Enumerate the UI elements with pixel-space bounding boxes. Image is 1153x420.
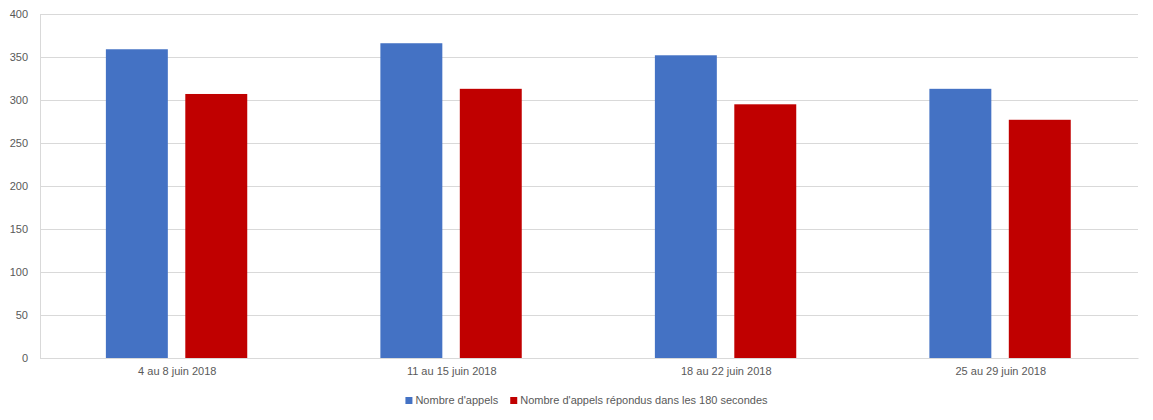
- y-tick: 100: [10, 266, 40, 278]
- bar: [734, 104, 796, 358]
- y-tick: 350: [10, 51, 40, 63]
- bar: [106, 49, 168, 358]
- chart: 0 50 100 150 200 250 300 350 400 4 au 8 juin 2018…: [0, 0, 1153, 420]
- x-tick: 18 au 22 juin 2018: [681, 358, 772, 377]
- y-tick-label: 350: [10, 51, 28, 63]
- grid-line: [40, 14, 1138, 15]
- x-axis-line: [41, 358, 1139, 359]
- y-tick-label: 400: [10, 8, 28, 20]
- series: [106, 43, 991, 358]
- bar: [655, 55, 717, 358]
- legend-item: Nombre d'appels: [405, 394, 498, 406]
- y-tick: 250: [10, 137, 40, 149]
- x-axis: 4 au 8 juin 2018 11 au 15 juin 2018 18 au …: [41, 358, 1139, 377]
- y-tick: 50: [16, 309, 40, 321]
- grid-line: [40, 57, 1138, 58]
- y-tick-label: 100: [10, 266, 28, 278]
- y-tick-label: 150: [10, 223, 28, 235]
- legend-swatch: [510, 397, 517, 404]
- y-tick-label: 300: [10, 94, 28, 106]
- legend: Nombre d'appels Nombre d'appels répondus …: [405, 394, 768, 406]
- x-tick: 11 au 15 juin 2018: [407, 358, 497, 377]
- y-tick-label: 0: [22, 352, 28, 364]
- legend-swatch: [405, 397, 412, 404]
- bar: [460, 89, 522, 358]
- y-tick-label: 250: [10, 137, 28, 149]
- x-tick-label: 18 au 22 juin 2018: [681, 365, 772, 377]
- bar: [185, 94, 247, 358]
- y-tick: 150: [10, 223, 40, 235]
- y-tick: 200: [10, 180, 40, 192]
- legend-label: Nombre d'appels répondus dans les 180 se…: [520, 394, 768, 406]
- plot-area: 0 50 100 150 200 250 300 350 400 4 au 8 juin 2018…: [10, 8, 1139, 377]
- bars: [106, 43, 1071, 358]
- bar: [380, 43, 442, 358]
- y-tick: 0: [22, 352, 40, 364]
- bar: [929, 89, 991, 358]
- y-tick-label: 200: [10, 180, 28, 192]
- x-tick-label: 11 au 15 juin 2018: [407, 365, 497, 377]
- y-axis: 0 50 100 150 200 250 300 350 400: [10, 8, 41, 364]
- y-tick-label: 50: [16, 309, 28, 321]
- x-tick: 4 au 8 juin 2018: [138, 358, 216, 377]
- y-tick: 400: [10, 8, 40, 20]
- y-tick: 300: [10, 94, 40, 106]
- x-tick-label: 4 au 8 juin 2018: [138, 365, 216, 377]
- grid: [40, 14, 1138, 358]
- legend-label: Nombre d'appels: [415, 394, 498, 406]
- series: [185, 89, 1070, 358]
- x-tick-label: 25 au 29 juin 2018: [955, 365, 1046, 377]
- y-axis-line: [40, 15, 41, 359]
- x-tick: 25 au 29 juin 2018: [955, 358, 1046, 377]
- legend-item: Nombre d'appels répondus dans les 180 se…: [510, 394, 768, 406]
- bar: [1009, 120, 1071, 358]
